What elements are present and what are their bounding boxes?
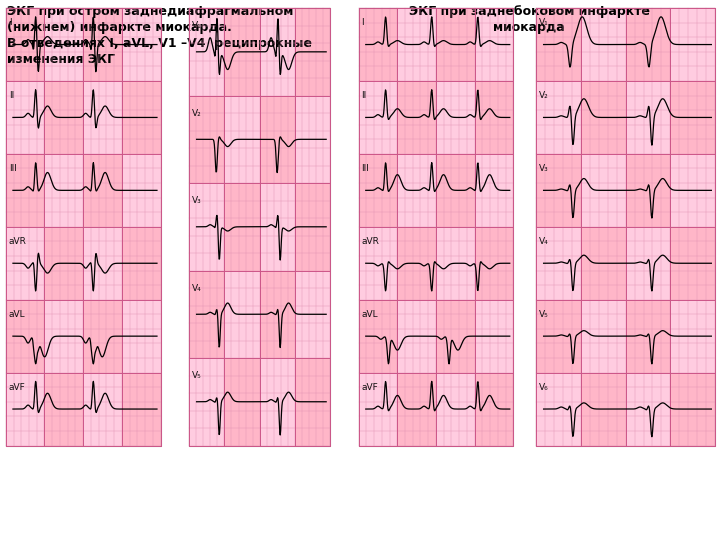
Text: II: II — [9, 91, 14, 100]
Bar — [581, 154, 626, 227]
Bar — [189, 358, 225, 446]
Text: V₄: V₄ — [192, 284, 202, 293]
Bar — [581, 300, 626, 373]
Bar — [45, 300, 84, 373]
Text: V₁: V₁ — [539, 18, 549, 27]
Text: ЭКГ при остром заднедиафрагмальном
(нижнем) инфаркте миокарда.
В отведениях I, a: ЭКГ при остром заднедиафрагмальном (нижн… — [7, 5, 312, 66]
Bar — [670, 154, 715, 227]
Bar — [294, 96, 330, 183]
Text: aVF: aVF — [361, 383, 378, 391]
Bar — [436, 227, 474, 300]
Bar — [397, 300, 436, 373]
Bar — [581, 8, 626, 81]
Text: II: II — [361, 91, 366, 100]
Text: V₃: V₃ — [192, 196, 202, 205]
Bar — [670, 8, 715, 81]
Bar — [6, 373, 45, 446]
Text: V₂: V₂ — [192, 109, 202, 118]
Bar — [45, 8, 84, 81]
Text: aVF: aVF — [9, 383, 25, 391]
Bar — [474, 154, 513, 227]
Text: I: I — [9, 18, 12, 27]
Bar — [225, 96, 260, 183]
Bar — [397, 8, 436, 81]
Bar — [260, 358, 294, 446]
Text: aVL: aVL — [361, 310, 378, 319]
Text: V₅: V₅ — [539, 310, 549, 319]
Bar — [626, 373, 670, 446]
Text: aVR: aVR — [361, 237, 379, 246]
Bar — [6, 8, 161, 446]
Bar — [359, 373, 397, 446]
Bar — [45, 154, 84, 227]
Bar — [536, 8, 715, 446]
Text: I: I — [361, 18, 364, 27]
Text: aVR: aVR — [9, 237, 27, 246]
Bar — [359, 81, 397, 154]
Bar — [122, 154, 161, 227]
Bar — [536, 373, 581, 446]
Text: III: III — [361, 164, 369, 173]
Text: ЭКГ при заднебоковом инфаркте
миокарда: ЭКГ при заднебоковом инфаркте миокарда — [409, 5, 649, 35]
Bar — [359, 227, 397, 300]
Bar — [84, 81, 122, 154]
Bar — [6, 227, 45, 300]
Bar — [84, 227, 122, 300]
Bar — [626, 227, 670, 300]
Bar — [536, 81, 581, 154]
Bar — [122, 300, 161, 373]
Bar — [359, 8, 513, 446]
Text: V₃: V₃ — [539, 164, 549, 173]
Bar — [474, 300, 513, 373]
Bar — [474, 8, 513, 81]
Text: V₅: V₅ — [192, 371, 202, 380]
Bar — [189, 8, 330, 446]
Text: V₂: V₂ — [539, 91, 549, 100]
Bar — [6, 81, 45, 154]
Text: V₆: V₆ — [539, 383, 549, 391]
Bar — [397, 154, 436, 227]
Bar — [294, 271, 330, 358]
Text: III: III — [9, 164, 17, 173]
Bar — [436, 373, 474, 446]
Bar — [260, 8, 294, 96]
Bar — [436, 81, 474, 154]
Text: V₄: V₄ — [539, 237, 549, 246]
Text: V₁: V₁ — [192, 21, 202, 30]
Bar — [225, 271, 260, 358]
Bar — [670, 300, 715, 373]
Bar — [84, 373, 122, 446]
Bar — [189, 183, 225, 271]
Bar — [189, 8, 225, 96]
Bar — [122, 8, 161, 81]
Bar — [260, 183, 294, 271]
Text: aVL: aVL — [9, 310, 25, 319]
Bar — [536, 227, 581, 300]
Bar — [626, 81, 670, 154]
